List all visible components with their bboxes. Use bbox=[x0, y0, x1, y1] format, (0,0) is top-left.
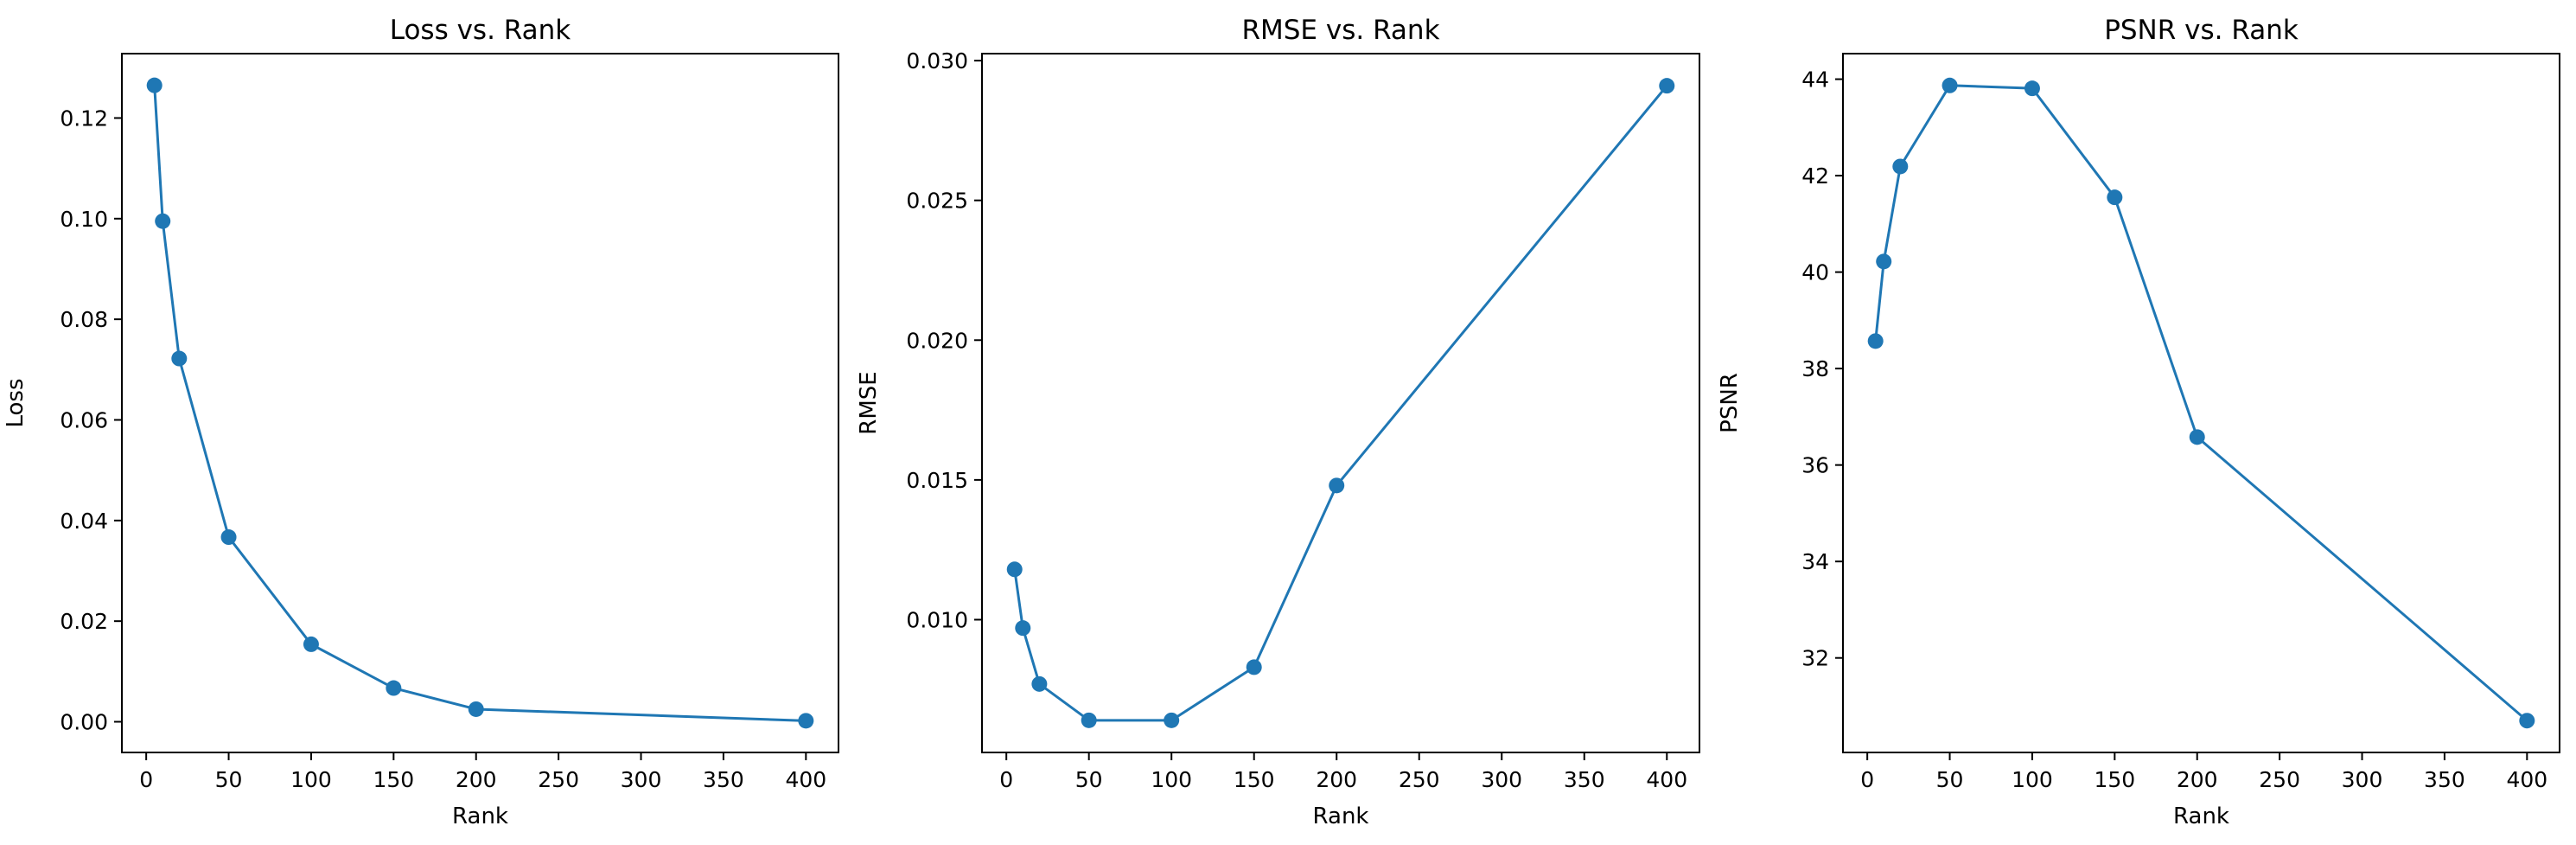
y-tick-label: 0.015 bbox=[906, 468, 968, 493]
y-tick-label: 44 bbox=[1801, 67, 1829, 93]
x-tick-label: 400 bbox=[2506, 767, 2547, 792]
chart-title: PSNR vs. Rank bbox=[2104, 15, 2299, 46]
y-tick-label: 0.04 bbox=[60, 509, 108, 534]
chart-panel-2: RMSE vs. Rank 0 50 100 150 200 250 300 350 400 0.0… bbox=[856, 15, 1700, 829]
data-point bbox=[468, 701, 484, 717]
x-tick-label: 100 bbox=[1151, 767, 1192, 792]
chart-panel-3: PSNR vs. Rank 0 50 100 150 200 250 300 350 400 32 3… bbox=[1717, 15, 2560, 829]
y-tick-label: 0.10 bbox=[60, 207, 108, 232]
y-tick-label: 0.06 bbox=[60, 407, 108, 432]
y-tick-label: 36 bbox=[1801, 453, 1829, 478]
x-tick-label: 250 bbox=[2259, 767, 2300, 792]
x-tick-label: 200 bbox=[1316, 767, 1357, 792]
x-tick-label: 100 bbox=[2012, 767, 2053, 792]
x-tick-label: 200 bbox=[456, 767, 497, 792]
data-point bbox=[1246, 659, 1262, 675]
y-axis-label: Loss bbox=[3, 378, 29, 427]
x-tick-label: 200 bbox=[2177, 767, 2218, 792]
y-tick-label: 32 bbox=[1801, 646, 1829, 671]
data-point bbox=[171, 350, 188, 367]
x-tick-label: 400 bbox=[785, 767, 826, 792]
axes-frame bbox=[1842, 53, 2560, 753]
data-point bbox=[386, 680, 402, 696]
y-tick-label: 0.08 bbox=[60, 307, 108, 332]
chart-title: Loss vs. Rank bbox=[390, 15, 571, 46]
y-tick-label: 40 bbox=[1801, 260, 1829, 285]
x-tick-label: 300 bbox=[621, 767, 662, 792]
x-tick-label: 350 bbox=[1564, 767, 1605, 792]
x-tick-label: 350 bbox=[2424, 767, 2465, 792]
data-point bbox=[1015, 620, 1031, 637]
x-tick-label: 100 bbox=[290, 767, 332, 792]
y-tick-label: 0.02 bbox=[60, 609, 108, 634]
x-tick-label: 250 bbox=[538, 767, 579, 792]
data-point bbox=[146, 77, 163, 93]
y-tick-label: 0.00 bbox=[60, 710, 108, 735]
data-point bbox=[220, 529, 237, 546]
x-tick-label: 0 bbox=[139, 767, 153, 792]
chart-title: RMSE vs. Rank bbox=[1241, 15, 1439, 46]
y-tick-label: 42 bbox=[1801, 163, 1829, 189]
y-tick-label: 0.025 bbox=[906, 189, 968, 214]
x-tick-label: 250 bbox=[1399, 767, 1440, 792]
data-point bbox=[2024, 80, 2040, 97]
data-point bbox=[1867, 333, 1884, 349]
y-tick-label: 34 bbox=[1801, 549, 1829, 574]
data-point bbox=[1892, 158, 1909, 175]
data-point bbox=[1081, 712, 1097, 728]
data-point bbox=[2107, 189, 2123, 206]
x-tick-label: 150 bbox=[2094, 767, 2135, 792]
x-axis-label: Rank bbox=[452, 803, 508, 829]
x-axis-label: Rank bbox=[1313, 803, 1369, 829]
data-point bbox=[1006, 561, 1023, 578]
x-tick-label: 350 bbox=[703, 767, 744, 792]
data-point bbox=[1329, 477, 1345, 494]
axes-frame bbox=[981, 53, 1700, 753]
y-tick-label: 0.12 bbox=[60, 106, 108, 131]
data-point bbox=[1164, 712, 1180, 728]
x-axis-label: Rank bbox=[2173, 803, 2229, 829]
data-point bbox=[798, 713, 814, 729]
x-tick-label: 50 bbox=[1075, 767, 1103, 792]
data-point bbox=[1942, 77, 1958, 93]
x-tick-label: 150 bbox=[1234, 767, 1275, 792]
y-tick-label: 0.010 bbox=[906, 607, 968, 632]
y-axis-label: RMSE bbox=[856, 371, 882, 434]
x-tick-label: 50 bbox=[1936, 767, 1964, 792]
series-line bbox=[1874, 84, 2528, 722]
x-tick-label: 150 bbox=[373, 767, 414, 792]
x-tick-label: 50 bbox=[215, 767, 243, 792]
data-point bbox=[155, 213, 171, 229]
chart-panel-1: Loss vs. Rank 0 50 100 150 200 250 300 350 400 0.0… bbox=[3, 15, 839, 829]
data-point bbox=[2189, 429, 2205, 445]
series-line bbox=[153, 85, 807, 722]
data-point bbox=[2519, 713, 2535, 729]
y-tick-label: 0.020 bbox=[906, 328, 968, 353]
y-tick-label: 0.030 bbox=[906, 48, 968, 74]
x-tick-label: 0 bbox=[1860, 767, 1874, 792]
data-point bbox=[303, 636, 319, 652]
data-point bbox=[1659, 78, 1675, 94]
axes-frame bbox=[121, 53, 839, 753]
data-point bbox=[1876, 253, 1892, 270]
x-tick-label: 300 bbox=[2342, 767, 2383, 792]
x-tick-label: 400 bbox=[1646, 767, 1687, 792]
y-tick-label: 38 bbox=[1801, 356, 1829, 381]
series-line bbox=[1013, 85, 1668, 722]
y-axis-label: PSNR bbox=[1717, 373, 1743, 433]
x-tick-label: 0 bbox=[999, 767, 1013, 792]
x-tick-label: 300 bbox=[1481, 767, 1522, 792]
data-point bbox=[1031, 675, 1048, 692]
